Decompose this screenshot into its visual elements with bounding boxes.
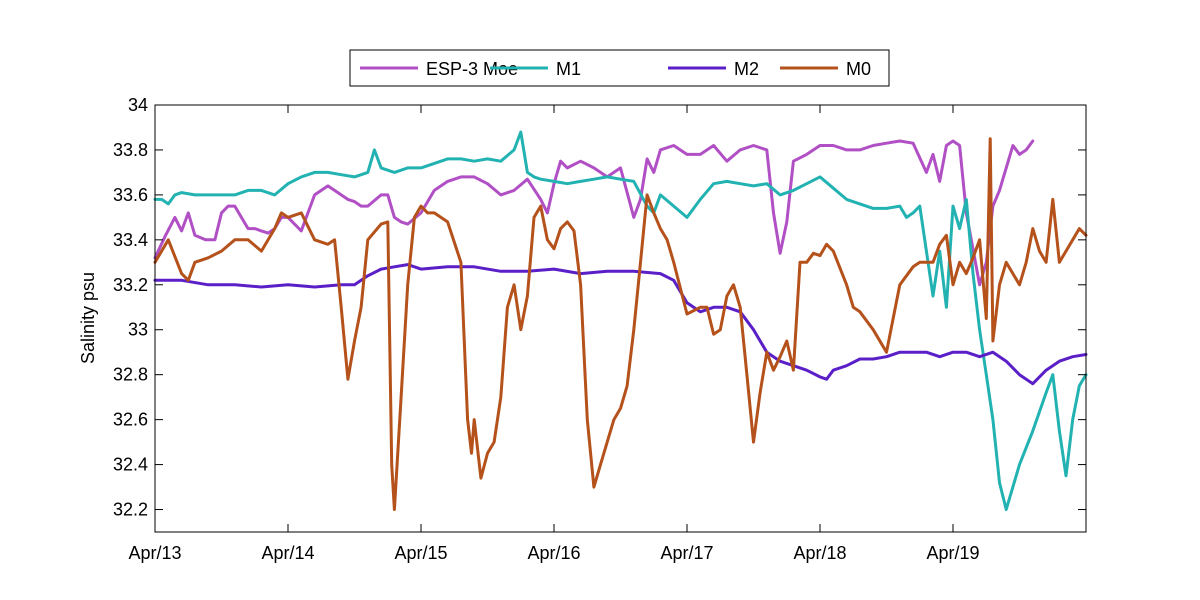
x-tick-label: Apr/13 [128, 543, 181, 563]
x-tick-label: Apr/19 [926, 543, 979, 563]
y-tick-label: 33 [128, 320, 148, 340]
series-lines [153, 130, 1088, 511]
y-axis: 32.2 32.4 32.6 32.8 33 33.2 33.4 33.6 33.8 34 [113, 95, 1086, 520]
legend: ESP-3 Moe M1 M2 M0 [349, 49, 890, 87]
y-tick-label: 32.2 [113, 500, 148, 520]
y-tick-label: 33.6 [113, 185, 148, 205]
legend-label: M1 [556, 59, 581, 79]
y-tick-label: 33.8 [113, 140, 148, 160]
legend-label: M2 [734, 59, 759, 79]
x-tick-label: Apr/17 [660, 543, 713, 563]
y-tick-label: 32.4 [113, 455, 148, 475]
series-line-m0 [153, 137, 1088, 511]
y-tick-label: 32.8 [113, 365, 148, 385]
y-tick-label: 32.6 [113, 410, 148, 430]
x-tick-label: Apr/16 [527, 543, 580, 563]
x-tick-label: Apr/18 [793, 543, 846, 563]
y-tick-label: 34 [128, 95, 148, 115]
legend-label: ESP-3 Moe [426, 59, 518, 79]
series-line-m1 [153, 130, 1088, 511]
y-axis-label: Salinity psu [78, 272, 98, 364]
plot-area [154, 104, 1087, 533]
x-axis: Apr/13 Apr/14 Apr/15 Apr/16 Apr/17 Apr/18 Apr/… [128, 105, 980, 563]
legend-label: M0 [846, 59, 871, 79]
y-tick-label: 33.4 [113, 230, 148, 250]
series-line-m2 [153, 263, 1088, 386]
x-tick-label: Apr/14 [261, 543, 314, 563]
series-line-esp-3-moe [153, 139, 1035, 287]
y-tick-label: 33.2 [113, 275, 148, 295]
x-tick-label: Apr/15 [394, 543, 447, 563]
